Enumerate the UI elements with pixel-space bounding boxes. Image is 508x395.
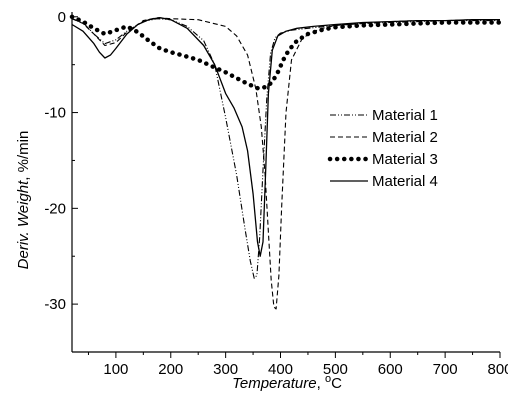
series-line-3	[69, 14, 503, 91]
series-line-1	[71, 18, 500, 279]
y-tick-label: -30	[44, 296, 66, 313]
legend-label-4: Material 4	[372, 173, 438, 190]
x-axis-unit-letter: C	[331, 375, 342, 392]
x-tick-label: 800	[487, 361, 508, 378]
y-axis-unit: %/min	[15, 131, 32, 173]
y-axis-title: Deriv. Weight, %/min	[15, 131, 32, 270]
x-axis-title: Temperature, oC	[232, 373, 342, 392]
legend: Material 1 Material 2 Material 3 Material 4	[327, 107, 438, 190]
legend-label-3: Material 3	[372, 151, 438, 168]
series-line-2	[71, 17, 500, 310]
plot-lines	[69, 14, 503, 310]
y-axis-label: Deriv. Weight	[15, 180, 32, 269]
x-tick-label: 700	[433, 361, 458, 378]
legend-label-1: Material 1	[372, 107, 438, 124]
x-tick-label: 400	[268, 361, 293, 378]
y-tick-label: -10	[44, 105, 66, 122]
x-tick-label: 200	[158, 361, 183, 378]
x-axis-unit-prefix: ,	[317, 375, 325, 392]
x-tick-label: 500	[323, 361, 348, 378]
legend-label-2: Material 2	[372, 129, 438, 146]
x-tick-label: 100	[103, 361, 128, 378]
x-tick-label: 600	[378, 361, 403, 378]
y-tick-label: -20	[44, 200, 66, 217]
x-axis-unit-degree: o	[325, 373, 331, 385]
series-line-4	[71, 17, 500, 257]
x-tick-label: 300	[213, 361, 238, 378]
y-tick-label: 0	[58, 9, 66, 26]
ticks: 100 200 300 400 500 600 700 800 0 -10 -20 -30	[44, 9, 508, 378]
x-axis-label: Temperature	[232, 375, 317, 392]
